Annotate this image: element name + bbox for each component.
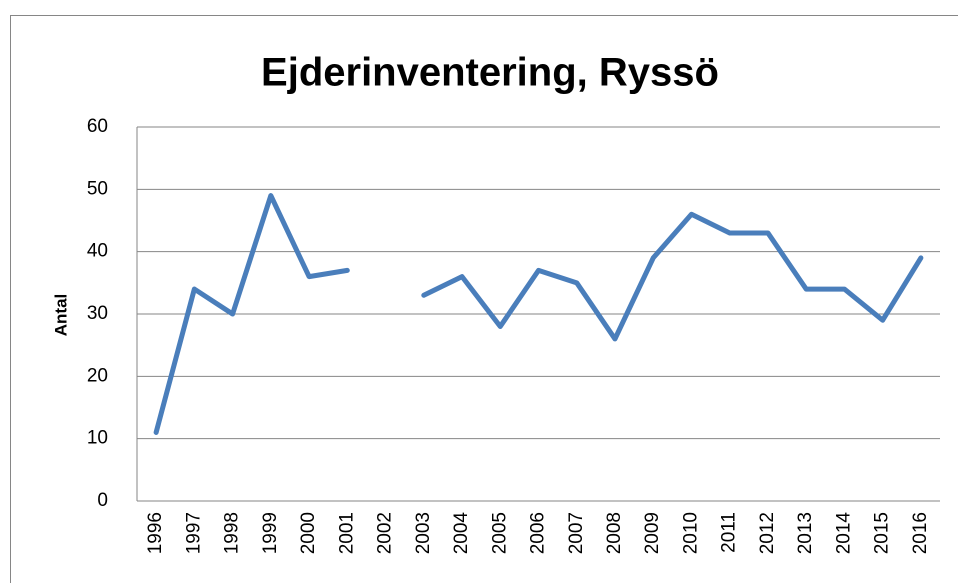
y-tick-label: 60 <box>87 116 108 137</box>
x-tick-label: 2013 <box>795 512 816 554</box>
y-tick-label: 20 <box>87 365 108 386</box>
y-tick-label: 40 <box>87 241 108 262</box>
data-line <box>153 193 350 435</box>
x-tick-label: 2000 <box>298 512 319 554</box>
x-tick-label: 1996 <box>145 512 166 554</box>
x-tick-label: 2016 <box>910 512 931 554</box>
y-axis-label: Antal <box>51 294 70 337</box>
chart-title: Ejderinventering, Ryssö <box>261 51 719 95</box>
x-tick-label: 2011 <box>719 512 740 553</box>
x-tick-label: 1997 <box>183 512 204 554</box>
x-tick-label: 2002 <box>375 512 396 554</box>
chart-frame <box>10 15 958 583</box>
x-tick-label: 2009 <box>642 512 663 554</box>
x-tick-label: 2015 <box>872 512 893 554</box>
x-tick-label: 2012 <box>757 512 778 554</box>
x-tick-label: 1998 <box>222 512 243 554</box>
x-tick-label: 2007 <box>566 512 587 554</box>
x-tick-label: 2010 <box>680 512 701 554</box>
x-tick-label: 1999 <box>260 512 281 554</box>
data-line <box>421 211 924 342</box>
y-tick-label: 30 <box>87 303 108 324</box>
x-tick-label: 2008 <box>604 512 625 554</box>
y-tick-label: 10 <box>87 428 108 449</box>
x-tick-label: 2014 <box>833 512 854 555</box>
x-tick-label: 2003 <box>413 512 434 554</box>
x-tick-label: 2006 <box>528 512 549 554</box>
x-tick-label: 2004 <box>451 512 472 555</box>
x-tick-label: 2005 <box>489 512 510 554</box>
x-tick-label: 2001 <box>336 512 357 554</box>
y-tick-label: 50 <box>87 178 108 199</box>
y-tick-label: 0 <box>97 490 108 511</box>
